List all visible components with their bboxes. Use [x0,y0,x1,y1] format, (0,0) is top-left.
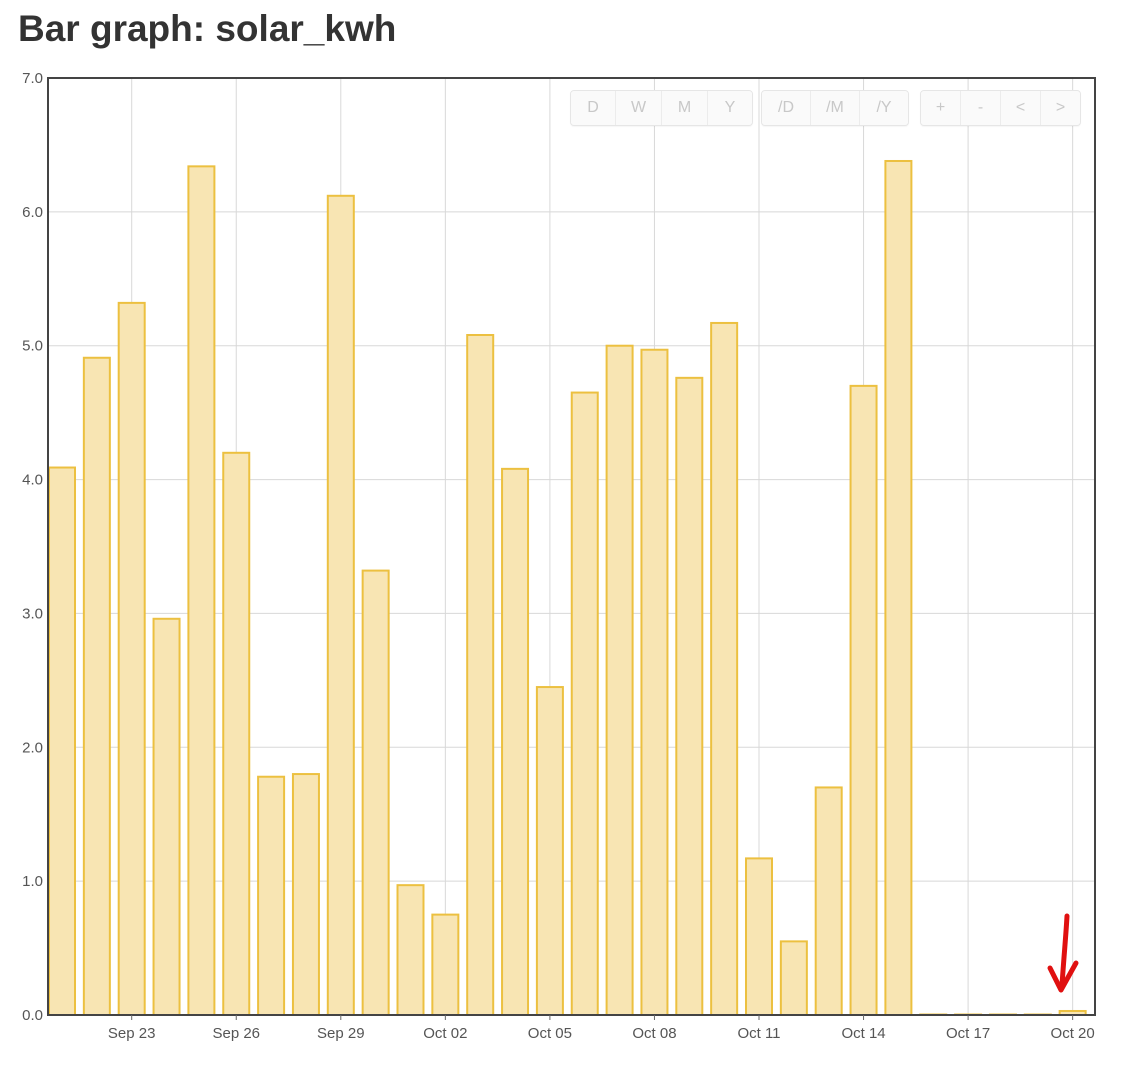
bar[interactable] [849,384,878,1017]
bar[interactable] [117,301,146,1016]
bar[interactable] [466,334,495,1016]
range-month-button[interactable]: M [662,91,708,125]
bar[interactable] [152,617,181,1016]
x-tick-label: Oct 02 [423,1025,467,1042]
bar[interactable] [361,569,390,1016]
range-button-group: D W M Y [570,90,753,126]
x-tick-label: Oct 11 [737,1025,780,1042]
y-tick-label: 4.0 [22,472,43,489]
bar[interactable] [82,356,111,1016]
range-day-button[interactable]: D [571,91,616,125]
bar[interactable] [570,391,599,1017]
per-day-button[interactable]: /D [762,91,811,125]
aggregate-button-group: /D /M /Y [761,90,909,126]
bar[interactable] [884,159,913,1016]
bar[interactable] [745,857,773,1016]
x-tick-label: Sep 23 [108,1025,156,1042]
bar[interactable] [431,913,460,1016]
chart-frame [47,77,1096,1016]
bar[interactable] [814,786,843,1017]
y-axis-ticks: 0.0 1.0 2.0 3.0 4.0 5.0 6.0 7.0 [22,70,43,1024]
bar[interactable] [48,466,76,1016]
x-tick-label: Sep 29 [317,1025,365,1042]
pan-left-button[interactable]: < [1001,91,1041,125]
bar[interactable] [605,344,634,1016]
x-tick-label: Oct 05 [528,1025,572,1042]
x-tick-label: Oct 17 [946,1025,990,1042]
chart-bars [48,159,1087,1017]
per-month-button[interactable]: /M [811,91,860,125]
y-tick-label: 6.0 [22,204,43,221]
y-tick-label: 2.0 [22,739,43,756]
bar[interactable] [710,321,739,1016]
bar[interactable] [535,686,564,1016]
bar[interactable] [675,376,704,1016]
zoom-out-button[interactable]: - [961,91,1001,125]
y-tick-label: 5.0 [22,338,43,355]
bar[interactable] [326,194,355,1016]
y-tick-label: 1.0 [22,873,43,890]
bar[interactable] [501,467,530,1016]
bar[interactable] [640,348,669,1017]
per-year-button[interactable]: /Y [860,91,908,125]
range-week-button[interactable]: W [616,91,662,125]
bar[interactable] [291,773,320,1016]
x-tick-label: Oct 14 [841,1025,885,1042]
x-axis-ticks: Sep 23 Sep 26 Sep 29 Oct 02 Oct 05 Oct 08 Oct … [108,1015,1095,1042]
navigation-button-group: + - < > [920,90,1081,126]
bar[interactable] [396,884,425,1016]
y-tick-label: 7.0 [22,70,43,87]
range-year-button[interactable]: Y [708,91,752,125]
y-tick-label: 0.0 [22,1007,43,1024]
bar[interactable] [779,940,808,1017]
pan-right-button[interactable]: > [1041,91,1080,125]
y-tick-label: 3.0 [22,605,43,622]
bar[interactable] [222,451,251,1016]
x-tick-label: Oct 20 [1051,1025,1095,1042]
page-title: Bar graph: solar_kwh [18,8,397,49]
x-tick-label: Sep 26 [212,1025,260,1042]
x-tick-label: Oct 08 [632,1025,676,1042]
bar[interactable] [257,775,286,1017]
bar[interactable] [187,165,216,1017]
zoom-in-button[interactable]: + [921,91,961,125]
